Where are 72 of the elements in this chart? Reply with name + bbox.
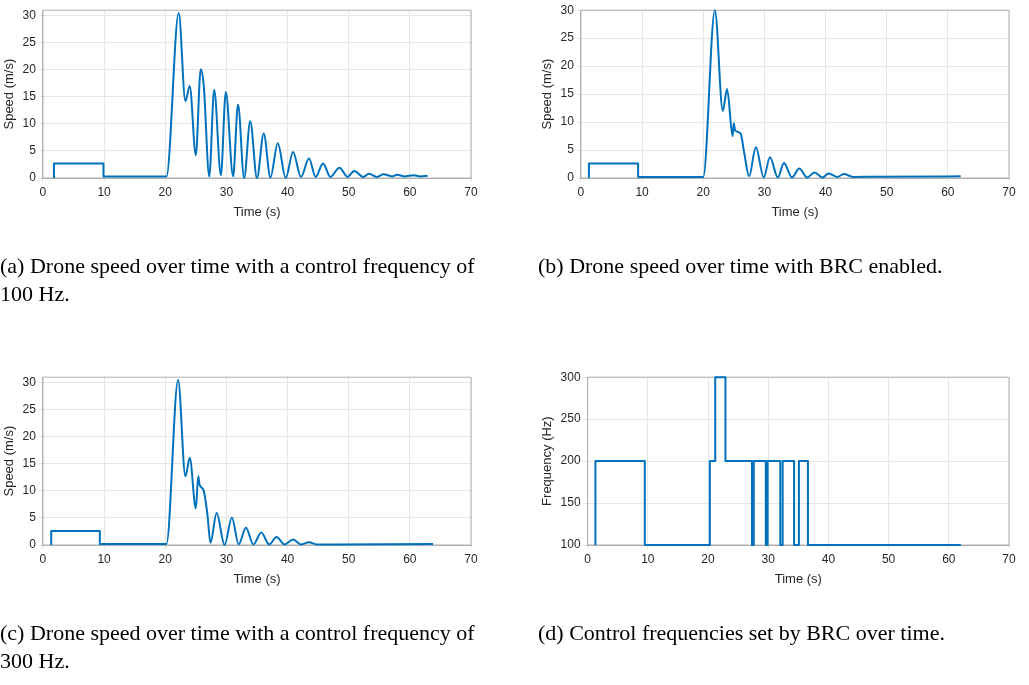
x-tick-label: 60	[403, 184, 417, 199]
y-axis-title: Speed (m/s)	[539, 58, 555, 130]
y-tick-label: 5	[567, 142, 575, 157]
x-tick-label: 50	[880, 184, 894, 199]
y-axis-title: Frequency (Hz)	[539, 416, 555, 506]
y-tick-label: 15	[22, 456, 37, 471]
y-tick-label: 250	[560, 411, 581, 426]
y-tick-label: 0	[29, 537, 37, 552]
y-tick-label: 20	[560, 58, 575, 73]
x-tick-label: 10	[97, 184, 112, 199]
line-series	[52, 11, 429, 179]
x-tick-label: 20	[158, 184, 173, 199]
line-series	[50, 378, 435, 546]
y-tick-label: 0	[567, 170, 575, 185]
x-tick-label: 30	[219, 184, 234, 199]
y-tick-label: 200	[560, 453, 581, 468]
x-tick-label: 0	[584, 551, 592, 566]
x-tick-label: 50	[342, 184, 356, 199]
x-tick-label: 70	[464, 551, 478, 566]
y-tick-label: 10	[560, 114, 575, 129]
x-tick-label: 20	[701, 551, 716, 566]
x-tick-label: 40	[821, 551, 836, 566]
x-tick-label: 50	[342, 551, 356, 566]
x-axis-title: Time (s)	[771, 203, 819, 219]
y-tick-label: 150	[560, 495, 581, 510]
y-tick-label: 10	[22, 483, 37, 498]
y-tick-label: 25	[560, 30, 575, 45]
text: (c) Drone speed over time with a control frequency of 300 Hz.	[0, 619, 476, 675]
y-tick-label: 25	[22, 401, 37, 416]
x-tick-label: 70	[464, 184, 478, 199]
x-tick-label: 30	[761, 551, 776, 566]
text: (b) Drone speed over time with BRC enabled.	[538, 252, 944, 280]
x-tick-label: 60	[403, 551, 417, 566]
y-tick-label: 25	[22, 34, 37, 49]
x-tick-label: 40	[818, 184, 833, 199]
x-tick-label: 40	[280, 184, 295, 199]
x-axis-title: Time (s)	[774, 570, 822, 586]
x-tick-label: 20	[158, 551, 173, 566]
y-tick-label: 15	[22, 89, 37, 104]
x-tick-label: 70	[1002, 184, 1016, 199]
x-tick-label: 60	[942, 551, 956, 566]
y-tick-label: 100	[560, 537, 581, 552]
x-tick-label: 60	[941, 184, 955, 199]
x-tick-label: 30	[219, 551, 234, 566]
y-tick-label: 30	[560, 2, 575, 17]
y-axis-title: Speed (m/s)	[1, 425, 17, 497]
text: (a) Drone speed over time with a control frequency of 100 Hz.	[0, 252, 476, 308]
text: (d) Control frequencies set by BRC over time.	[538, 619, 946, 647]
y-axis-title: Speed (m/s)	[1, 58, 17, 130]
y-tick-label: 20	[22, 62, 37, 77]
y-tick-label: 30	[22, 374, 37, 389]
x-tick-label: 10	[635, 184, 650, 199]
x-tick-label: 70	[1002, 551, 1016, 566]
y-tick-label: 30	[22, 7, 37, 22]
x-tick-label: 20	[696, 184, 711, 199]
y-tick-label: 15	[560, 86, 575, 101]
y-tick-label: 300	[560, 369, 581, 384]
x-tick-label: 10	[97, 551, 112, 566]
x-axis-title: Time (s)	[233, 203, 281, 219]
y-tick-label: 5	[29, 510, 37, 525]
y-tick-label: 20	[22, 429, 37, 444]
x-tick-label: 0	[39, 184, 47, 199]
x-tick-label: 10	[641, 551, 655, 566]
y-tick-label: 0	[29, 170, 37, 185]
y-tick-label: 10	[22, 116, 37, 131]
x-tick-label: 50	[881, 551, 896, 566]
line-series	[587, 9, 962, 179]
x-tick-label: 0	[39, 551, 47, 566]
x-axis-title: Time (s)	[233, 570, 281, 586]
x-tick-label: 30	[757, 184, 772, 199]
y-tick-label: 5	[29, 143, 37, 158]
x-tick-label: 40	[280, 551, 295, 566]
